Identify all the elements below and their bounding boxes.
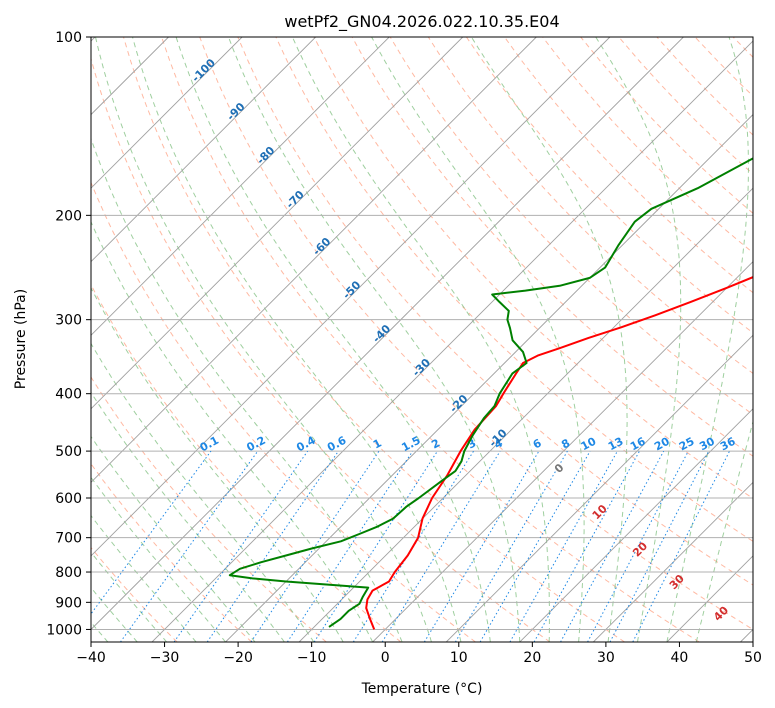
dry-adiabat [91, 181, 476, 642]
mixing-ratio-line [206, 450, 339, 642]
dewpoint-profile [228, 157, 753, 628]
dry-adiabat [161, 37, 700, 642]
sounding-profiles [228, 157, 753, 630]
isotherm [91, 37, 243, 189]
mixing-ratio-label: 13 [606, 435, 626, 454]
mixing-ratio-label: 20 [652, 435, 672, 454]
y-tick-label: 1000 [46, 622, 82, 638]
y-tick-label: 300 [55, 313, 82, 329]
y-tick-label: 800 [55, 565, 82, 581]
moist-adiabat [228, 37, 521, 642]
y-tick-label: 600 [55, 491, 82, 507]
moist-adiabat [91, 220, 374, 642]
isotherm [91, 37, 537, 483]
moist-adiabat [132, 37, 462, 642]
x-tick-label: −10 [297, 650, 327, 666]
y-tick-label: 900 [55, 595, 82, 611]
moist-adiabat [91, 435, 256, 642]
dry-adiabat [237, 37, 753, 586]
moist-adiabat [291, 37, 550, 642]
x-tick-label: 40 [671, 650, 689, 666]
dry-adiabat [91, 376, 327, 642]
chart-title: wetPf2_GN04.2026.022.10.35.E04 [284, 12, 559, 32]
isotherm [225, 113, 753, 642]
isotherm [91, 37, 316, 263]
y-tick-label: 500 [55, 444, 82, 460]
y-tick-label: 100 [55, 30, 82, 46]
moist-adiabat [91, 391, 285, 642]
isotherm [91, 37, 611, 557]
mixing-ratio-line [313, 450, 438, 642]
x-tick-label: 20 [523, 650, 541, 666]
mixing-ratio-line [381, 450, 501, 642]
y-tick-label: 400 [55, 387, 82, 403]
mixing-ratio-line [423, 450, 540, 642]
dry-adiabat [91, 546, 178, 642]
dry-adiabat [199, 37, 753, 630]
dry-adiabat [389, 37, 753, 416]
mixing-ratio-line [533, 450, 640, 642]
y-tick-label: 200 [55, 208, 82, 224]
mixing-ratio-label: 10 [579, 435, 599, 454]
y-tick-label: 700 [55, 531, 82, 547]
isotherm [445, 334, 753, 642]
moist-adiabat [95, 37, 432, 642]
dry-adiabat [91, 56, 551, 642]
mixing-ratio-line [509, 450, 618, 642]
mixing-ratio-line [479, 450, 591, 642]
dry-adiabat [504, 37, 753, 294]
x-tick-label: 30 [597, 650, 615, 666]
moist-adiabat [595, 37, 682, 642]
moist-adiabat [371, 37, 585, 642]
mixing-ratio-label: 36 [718, 435, 738, 454]
isotherm [519, 408, 753, 642]
dry-adiabat [123, 37, 625, 642]
isotherm [298, 187, 753, 642]
x-tick-label: −30 [150, 650, 180, 666]
dry-adiabat [91, 463, 253, 642]
dry-adiabat [427, 37, 753, 375]
x-axis-label: Temperature (°C) [361, 681, 483, 697]
moist-adiabat [91, 551, 168, 642]
axes: −40 −30 −20 −10 0 10 20 30 40 50 100 200 300 400 500 60… [46, 30, 762, 666]
moist-adiabat [470, 37, 628, 642]
isotherm [91, 37, 464, 410]
isotherm [151, 40, 753, 642]
x-tick-label: 50 [744, 650, 762, 666]
mixing-ratio-line [454, 450, 568, 642]
mixing-ratio-line [173, 450, 309, 642]
isotherm [91, 37, 390, 336]
mixing-ratio-line [560, 450, 665, 642]
y-axis-label: Pressure (hPa) [13, 289, 29, 389]
moist-adiabat [175, 37, 491, 642]
moist-adiabat [91, 514, 197, 642]
x-tick-label: 10 [450, 650, 468, 666]
isotherm [593, 481, 753, 642]
mixing-ratio-label: 30 [697, 435, 717, 454]
x-tick-label: −20 [223, 650, 253, 666]
mixing-ratio-label: 25 [677, 435, 697, 454]
x-tick-label: −40 [76, 650, 106, 666]
isotherm [372, 261, 753, 642]
mixing-ratio-label: 16 [628, 435, 648, 454]
x-tick-label: 0 [381, 650, 390, 666]
isotherm [91, 37, 684, 631]
moist-adiabat [91, 476, 226, 642]
background-lines [91, 37, 753, 642]
plot-frame [90, 36, 754, 643]
temperature-profile [365, 276, 753, 630]
